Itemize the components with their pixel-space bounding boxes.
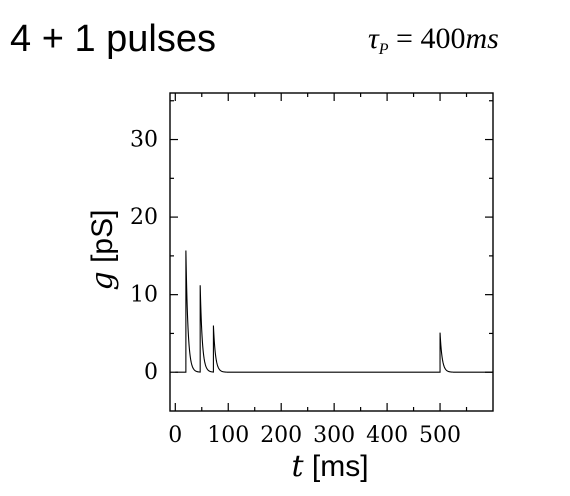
y-tick-label: 10 bbox=[130, 283, 158, 308]
y-tick-label: 30 bbox=[130, 128, 158, 153]
y-axis-label: g [pS] bbox=[85, 210, 120, 291]
conductance-trace bbox=[175, 250, 493, 373]
tick-labels: 0 100 200 300 400 500 0 10 20 30 bbox=[130, 128, 461, 448]
chart-title: 4 + 1 pulses bbox=[10, 18, 216, 60]
x-tick-label: 300 bbox=[313, 423, 355, 448]
x-tick-label: 500 bbox=[419, 423, 461, 448]
x-tick-label: 400 bbox=[366, 423, 408, 448]
x-axis-unit: [ms] bbox=[304, 450, 369, 483]
tau-value: = 400 bbox=[388, 22, 466, 55]
tau-unit: ms bbox=[465, 22, 499, 55]
y-tick-label: 20 bbox=[130, 205, 158, 230]
y-axis-variable: g bbox=[85, 271, 120, 290]
x-axis-variable: t bbox=[291, 449, 304, 484]
x-tick-label: 200 bbox=[260, 423, 302, 448]
x-axis-label: t [ms] bbox=[291, 449, 368, 484]
x-tick-label: 100 bbox=[207, 423, 249, 448]
plot-frame bbox=[169, 92, 494, 412]
tau-formula: τP = 400ms bbox=[368, 22, 499, 59]
x-tick-label: 0 bbox=[168, 423, 182, 448]
y-axis-unit: [pS] bbox=[86, 210, 119, 272]
y-tick-label: 0 bbox=[144, 360, 158, 385]
axis-ticks bbox=[170, 93, 493, 411]
tau-subscript: P bbox=[378, 41, 389, 58]
tau-symbol: τ bbox=[368, 22, 379, 55]
